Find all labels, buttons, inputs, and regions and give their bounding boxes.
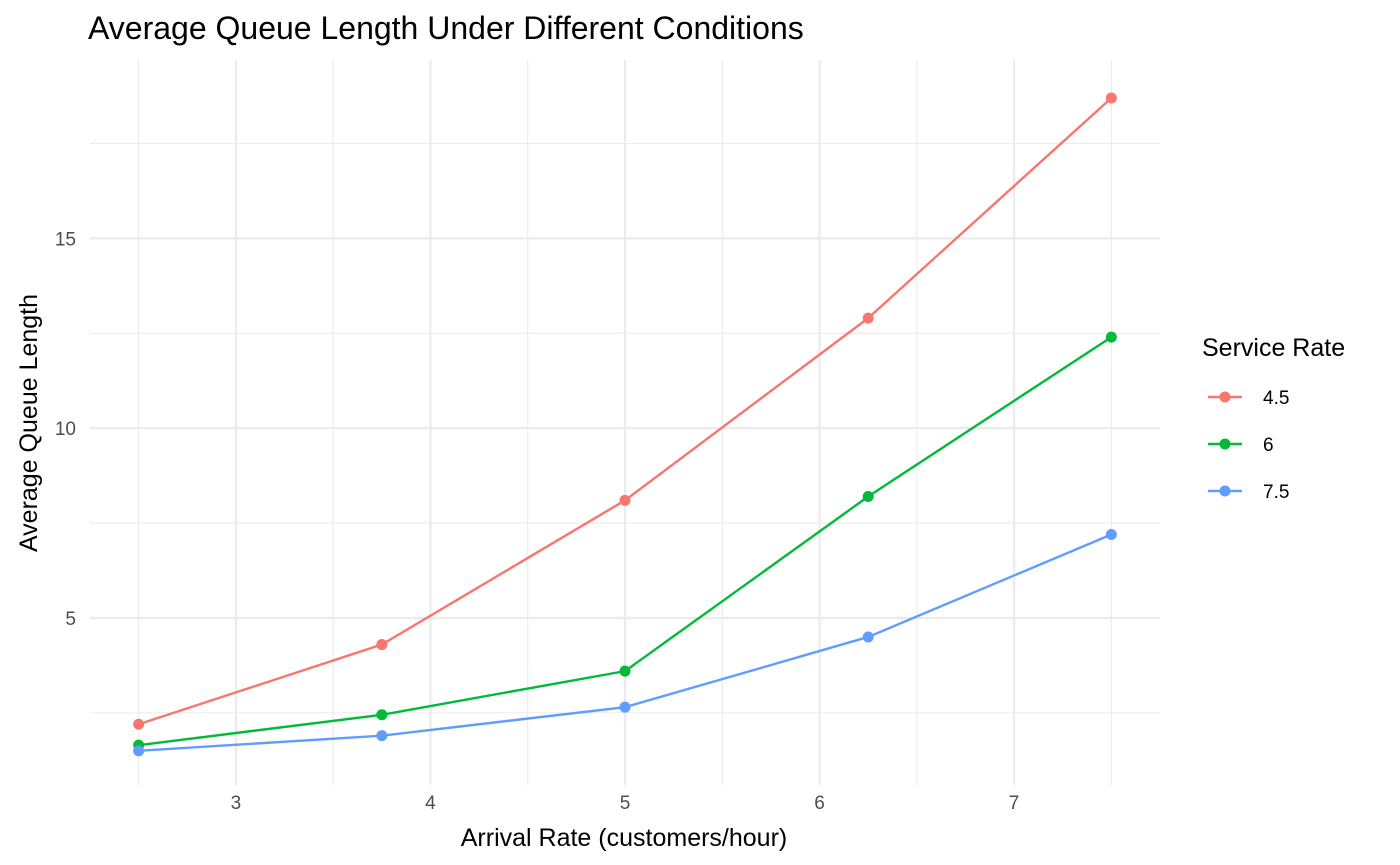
legend-title: Service Rate [1202, 334, 1345, 362]
legend-key-point [1219, 391, 1231, 403]
x-tick-label: 3 [231, 793, 242, 814]
y-tick-label: 10 [55, 419, 76, 440]
x-axis-tick-labels: 3 4 5 6 7 [231, 793, 1020, 814]
legend-key-point [1219, 438, 1231, 450]
data-point-6 [862, 491, 874, 503]
x-tick-label: 5 [620, 793, 631, 814]
y-tick-label: 15 [55, 229, 76, 250]
data-point-7.5 [619, 701, 631, 713]
y-tick-label: 5 [65, 609, 76, 630]
chart-title: Average Queue Length Under Different Con… [88, 10, 804, 46]
data-point-7.5 [1105, 528, 1117, 540]
data-point-7.5 [376, 730, 388, 742]
legend-item-4.5: 4.5 [1208, 388, 1289, 409]
data-point-6 [1105, 331, 1117, 343]
data-point-4.5 [133, 718, 145, 730]
legend-item-6: 6 [1208, 435, 1274, 456]
x-axis-title: Arrival Rate (customers/hour) [461, 824, 787, 852]
legend: Service Rate 4.5 6 7.5 [1202, 334, 1345, 503]
legend-items: 4.5 6 7.5 [1208, 388, 1289, 503]
legend-item-7.5: 7.5 [1208, 482, 1289, 503]
legend-label: 6 [1263, 435, 1274, 456]
data-point-4.5 [376, 639, 388, 651]
x-tick-label: 6 [814, 793, 825, 814]
legend-label: 4.5 [1263, 388, 1289, 409]
series-points [133, 92, 1117, 757]
major-gridlines [90, 60, 1160, 785]
data-point-7.5 [133, 745, 145, 757]
x-tick-label: 7 [1009, 793, 1020, 814]
data-point-6 [376, 709, 388, 721]
legend-key-point [1219, 485, 1231, 497]
data-point-7.5 [862, 631, 874, 643]
data-point-4.5 [619, 494, 631, 506]
data-point-4.5 [1105, 92, 1117, 104]
x-tick-label: 4 [425, 793, 436, 814]
y-axis-tick-labels: 5 10 15 [55, 229, 76, 630]
y-axis-title: Average Queue Length [15, 294, 43, 552]
legend-label: 7.5 [1263, 482, 1289, 503]
data-point-6 [619, 665, 631, 677]
data-point-4.5 [862, 312, 874, 324]
